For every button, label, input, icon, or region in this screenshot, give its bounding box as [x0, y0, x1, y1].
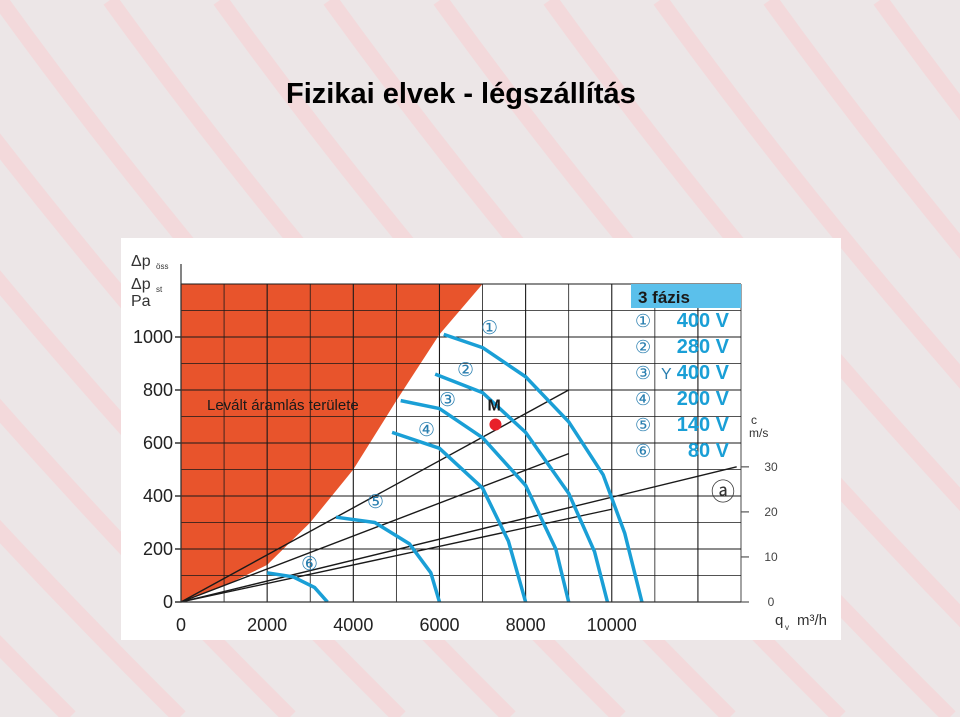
- background-stripe: [653, 0, 960, 389]
- system-line-3: [180, 508, 612, 603]
- x-axis-unit: m³/h: [797, 612, 827, 629]
- right-tick-label: 30: [764, 460, 778, 474]
- legend-symbol-2: ②: [635, 337, 651, 358]
- fan-curve-symbol-4: ④: [418, 419, 435, 441]
- right-tick-label: 0: [768, 595, 775, 609]
- legend-symbol-1: ①: [635, 311, 651, 332]
- legend-value-5: 140 V: [677, 414, 730, 436]
- legend-value-3: 400 V: [677, 362, 730, 384]
- x-tick-label: 6000: [419, 615, 459, 635]
- x-tick-label: 4000: [333, 615, 373, 635]
- y-axis-label-line-2: Δp: [131, 276, 151, 293]
- x-tick-label: 10000: [587, 615, 637, 635]
- fan-curve-1: [443, 332, 644, 602]
- fan-curve-3: [400, 398, 571, 602]
- x-axis-label: q: [775, 612, 783, 629]
- x-tick-label: 2000: [247, 615, 287, 635]
- legend-prefix-3: Y: [661, 366, 672, 383]
- fan-curve-6: [266, 571, 329, 602]
- x-tick-label: 0: [176, 615, 186, 635]
- right-tick-label: 10: [764, 550, 778, 564]
- system-line-label: ⓐ: [711, 478, 735, 506]
- operating-point-marker: [489, 418, 502, 431]
- legend-header-box: [631, 284, 741, 308]
- fan-curve-symbol-2: ②: [457, 359, 474, 381]
- legend-value-4: 200 V: [677, 388, 730, 410]
- legend-value-2: 280 V: [677, 336, 730, 358]
- legend-symbol-5: ⑤: [635, 415, 651, 436]
- operating-point-label: M: [487, 397, 500, 414]
- y-tick-label: 400: [143, 486, 173, 506]
- right-axis-unit: m/s: [749, 426, 768, 440]
- legend-symbol-6: ⑥: [635, 441, 651, 462]
- background-stripe: [763, 0, 960, 260]
- stall-region-label: Levált áramlás területe: [207, 397, 359, 414]
- background-stripe: [873, 0, 960, 121]
- y-tick-label: 200: [143, 539, 173, 559]
- fan-curve-symbol-6: ⑥: [301, 553, 318, 575]
- legend-value-1: 400 V: [677, 310, 730, 332]
- fan-curve-5: [335, 515, 442, 602]
- y-axis-label-line-1: Δp: [131, 253, 151, 270]
- y-axis-label-sub-1: öss: [156, 262, 168, 271]
- y-axis-label-line-3: Pa: [131, 293, 151, 310]
- y-axis-label-sub-2: st: [156, 285, 163, 294]
- fan-curve-symbol-3: ③: [439, 389, 456, 411]
- y-tick-label: 0: [163, 592, 173, 612]
- legend-title: 3 fázis: [638, 288, 690, 307]
- slide-title: Fizikai elvek - légszállítás: [286, 78, 636, 110]
- y-tick-label: 1000: [133, 327, 173, 347]
- legend-symbol-3: ③: [635, 363, 651, 384]
- x-axis-label-sub: v: [785, 623, 789, 632]
- y-tick-label: 800: [143, 380, 173, 400]
- right-axis-label: c: [751, 413, 757, 427]
- legend-symbol-4: ④: [635, 389, 651, 410]
- fan-curve-2: [434, 372, 610, 602]
- fan-characteristic-chart: Levált áramlás területe①②③④⑤⑥Mⓐ020040060…: [131, 253, 827, 635]
- fan-curve-symbol-1: ①: [481, 317, 498, 339]
- fan-curve-symbol-5: ⑤: [367, 491, 384, 513]
- fan-curve-4: [391, 430, 528, 602]
- system-line-2: [180, 452, 569, 603]
- right-tick-label: 20: [764, 505, 778, 519]
- background-stripe: [0, 519, 186, 717]
- legend-value-6: 80 V: [688, 440, 730, 462]
- y-tick-label: 600: [143, 433, 173, 453]
- x-tick-label: 8000: [506, 615, 546, 635]
- system-line-1: [180, 389, 570, 603]
- system-line-4: [180, 466, 737, 603]
